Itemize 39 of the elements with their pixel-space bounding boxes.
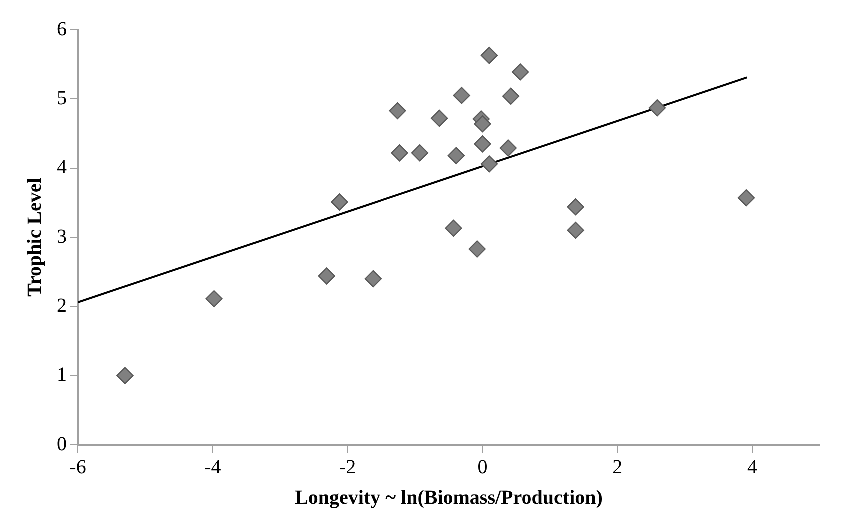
x-tick-label: -2 [339,456,356,478]
x-tick-label: 2 [612,456,623,478]
point [430,110,448,128]
y-axis-title: Trophic Level [24,178,46,297]
x-tick-label: 0 [478,456,488,478]
point [502,88,520,105]
point [480,46,498,64]
point [480,156,498,173]
point [318,268,336,285]
point [411,144,429,162]
point [648,100,666,117]
y-tick-label: 2 [57,294,67,317]
y-tick-label: 5 [57,87,67,110]
point [474,115,492,133]
point [453,87,470,104]
y-tick-label: 6 [57,18,67,40]
x-tick-label: -6 [70,456,86,478]
point [567,222,584,240]
y-tick-label: 0 [57,433,67,456]
y-tick-label: 4 [57,156,67,179]
x-tick-label: 4 [748,456,758,478]
x-tick-label: -4 [204,456,222,478]
point [512,64,530,81]
point [389,102,406,120]
x-axis-title: Longevity ~ ln(Biomass/Production) [295,487,603,510]
point [468,240,486,258]
point [391,144,408,162]
point [738,189,756,207]
point [206,290,223,308]
point [567,198,584,216]
point [364,270,382,288]
point [116,367,134,384]
point [500,140,517,157]
y-tick-label: 3 [57,226,67,248]
point [474,136,492,153]
y-tick-label: 1 [57,364,67,386]
point [331,194,348,211]
point [448,147,466,164]
point [445,220,462,238]
